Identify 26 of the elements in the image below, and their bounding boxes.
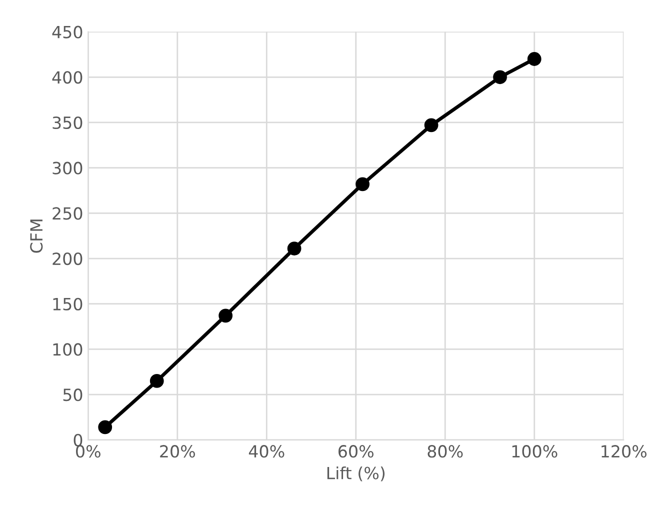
y-axis-title: CFM (30, 220, 43, 253)
y-tick-label: 250 (52, 207, 82, 220)
x-tick-label: 0% (76, 445, 100, 458)
y-tick-label: 400 (52, 71, 82, 84)
point (424, 118, 438, 132)
point (287, 242, 302, 256)
x-tick-label: 40% (248, 445, 284, 458)
y-tick-label: 350 (52, 116, 82, 130)
x-axis-title: Lift (%) (327, 466, 385, 482)
point (150, 374, 164, 388)
x-tick-label: 60% (338, 445, 374, 458)
y-tick-label: 50 (63, 388, 82, 402)
point (493, 70, 507, 84)
y-tick-label: 100 (53, 343, 82, 356)
x-tick-label: 80% (428, 445, 463, 458)
point (356, 177, 370, 192)
point (527, 52, 542, 66)
y-tick-label: 200 (52, 252, 82, 266)
y-tick-label: 450 (52, 26, 82, 38)
x-tick-label: 100% (512, 445, 558, 458)
point (98, 420, 112, 434)
x-tick-label: 120% (602, 445, 647, 458)
point (218, 308, 233, 323)
y-tick-label: 150 (53, 298, 82, 310)
y-tick-label: 300 (52, 162, 82, 174)
x-tick-label: 20% (160, 445, 195, 458)
